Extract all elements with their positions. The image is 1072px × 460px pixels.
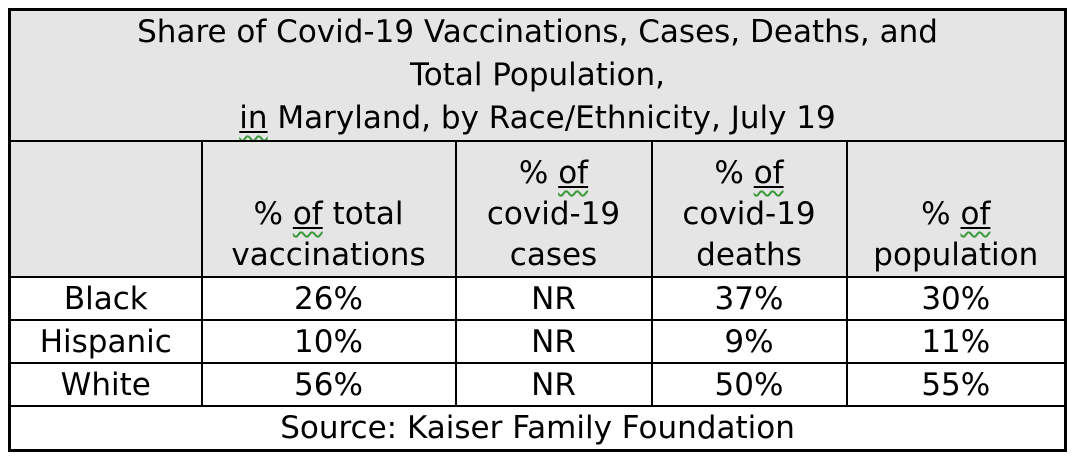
header-cell-race <box>8 140 203 278</box>
table-title: Share of Covid-19 Vaccinations, Cases, D… <box>8 8 1067 142</box>
header-line: deaths <box>696 237 802 273</box>
header-cell-cases: % of covid-19 cases <box>454 140 653 278</box>
cell-black-population: 30% <box>845 276 1067 321</box>
footer-row: Source: Kaiser Family Foundation <box>8 405 1067 452</box>
underlined-word: of <box>960 196 991 232</box>
cell-white-vaccinations: 56% <box>200 362 457 407</box>
title-row: Share of Covid-19 Vaccinations, Cases, D… <box>8 8 1067 142</box>
header-line: cases <box>509 237 598 273</box>
table-row-hispanic: Hispanic 10% NR 9% 11% <box>8 319 1067 364</box>
title-line3-rest: Maryland, by Race/Ethnicity, July 19 <box>267 100 836 136</box>
header-line: covid-19 <box>486 196 621 232</box>
cell-hispanic-cases: NR <box>454 319 653 364</box>
header-line: population <box>873 237 1039 273</box>
header-cell-population: % of population <box>845 140 1067 278</box>
underlined-word: in <box>239 100 268 136</box>
cell-white-population: 55% <box>845 362 1067 407</box>
table-row-white: White 56% NR 50% 55% <box>8 362 1067 407</box>
title-line2: Total Population, <box>410 57 666 93</box>
spellcheck-squiggle: of <box>558 155 588 191</box>
spellcheck-squiggle: of <box>960 196 990 232</box>
header-row: % of total vaccinations % of covid-19 ca… <box>8 140 1067 278</box>
header-text: % <box>518 155 559 191</box>
cell-black-cases: NR <box>454 276 653 321</box>
cell-white-cases: NR <box>454 362 653 407</box>
header-cell-vaccinations: % of total vaccinations <box>200 140 457 278</box>
title-line3: in Maryland, by Race/Ethnicity, July 19 <box>12 97 1064 139</box>
spellcheck-squiggle: of <box>754 155 784 191</box>
header-line: % of <box>458 153 650 194</box>
underlined-word: of <box>558 155 589 191</box>
cell-hispanic-race: Hispanic <box>8 319 203 364</box>
spellcheck-squiggle: of <box>293 196 323 232</box>
header-line: vaccinations <box>231 237 426 273</box>
underlined-word: of <box>292 196 323 232</box>
header-text: total <box>322 196 404 232</box>
cell-hispanic-deaths: 9% <box>650 319 848 364</box>
header-text: % <box>714 155 754 191</box>
covid-share-table: Share of Covid-19 Vaccinations, Cases, D… <box>8 8 1068 452</box>
underlined-word: of <box>753 155 784 191</box>
header-line: % of <box>654 153 845 194</box>
header-cell-deaths: % of covid-19 deaths <box>650 140 848 278</box>
source-note: Source: Kaiser Family Foundation <box>8 405 1067 452</box>
title-line1: Share of Covid-19 Vaccinations, Cases, D… <box>137 14 938 50</box>
cell-black-vaccinations: 26% <box>200 276 457 321</box>
cell-hispanic-vaccinations: 10% <box>200 319 457 364</box>
spellcheck-squiggle: in <box>239 100 267 136</box>
cell-black-deaths: 37% <box>650 276 848 321</box>
header-text: % <box>921 196 961 232</box>
cell-white-deaths: 50% <box>650 362 848 407</box>
header-line: % of <box>849 194 1064 235</box>
header-line: % of total <box>204 194 454 235</box>
cell-black-race: Black <box>8 276 203 321</box>
header-line: covid-19 <box>682 196 816 232</box>
header-text: % <box>253 196 293 232</box>
table-row-black: Black 26% NR 37% 30% <box>8 276 1067 321</box>
cell-hispanic-population: 11% <box>845 319 1067 364</box>
cell-white-race: White <box>8 362 203 407</box>
